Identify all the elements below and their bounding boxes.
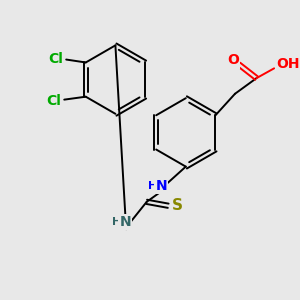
Text: H: H	[279, 58, 289, 71]
Text: O: O	[286, 61, 298, 75]
Text: H: H	[148, 181, 157, 191]
Text: Cl: Cl	[48, 52, 63, 66]
Text: N: N	[119, 215, 131, 230]
Text: N: N	[155, 179, 167, 193]
Text: O: O	[227, 52, 239, 67]
Text: S: S	[172, 198, 182, 213]
Text: OH: OH	[276, 57, 300, 71]
Text: H: H	[112, 218, 121, 227]
Text: Cl: Cl	[46, 94, 61, 108]
Text: O: O	[227, 53, 239, 68]
